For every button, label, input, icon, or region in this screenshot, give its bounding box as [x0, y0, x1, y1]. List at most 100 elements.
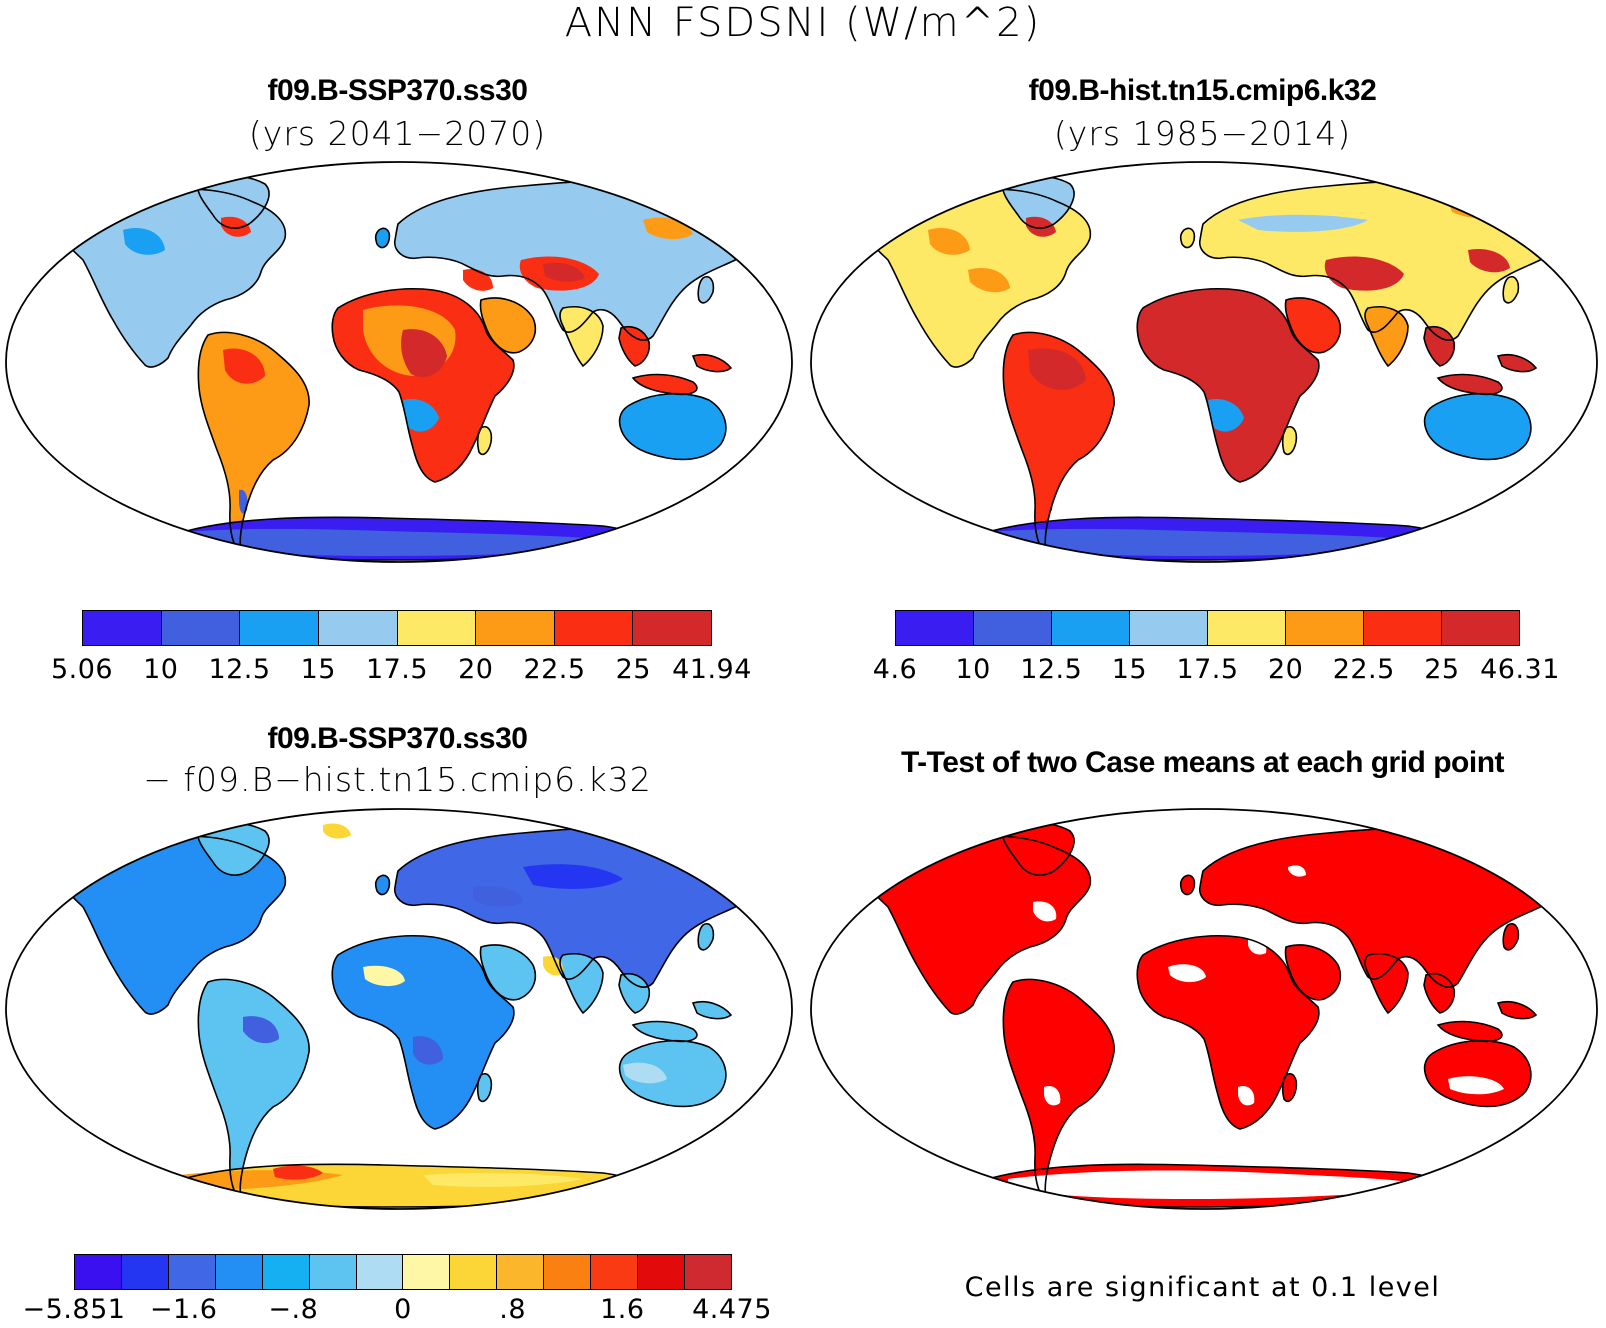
- colorbar-swatch: [397, 611, 477, 645]
- field-patch: [1044, 489, 1053, 514]
- field-patch: [1044, 1085, 1061, 1106]
- field-patch: [473, 885, 523, 907]
- colorbar-tick-label: 17.5: [365, 654, 429, 685]
- colorbar-tick-label: 22.5: [1332, 654, 1395, 685]
- coastline-uk: [1179, 874, 1196, 896]
- landmass-madagascar: [477, 426, 492, 455]
- panel4-title: T-Test of two Case means at each grid po…: [900, 746, 1505, 779]
- landmass-arabia: [1285, 298, 1341, 353]
- field-patch: [363, 965, 405, 987]
- colorbar-tick-label: 25: [615, 654, 651, 685]
- panel3-colorbar-ticks: −5.851 −1.6 −.8 0 .8 1.6 4.475: [23, 1294, 772, 1328]
- field-patch: [1208, 398, 1244, 432]
- field-patch: [1168, 964, 1206, 983]
- panel3-map: [5, 808, 793, 1210]
- landmass-greenland: [1002, 176, 1075, 229]
- colorbar-tick-label: 5.06: [50, 654, 114, 685]
- panel2-map: [810, 161, 1598, 563]
- landmass-greenland: [197, 823, 270, 876]
- field-patch: [543, 955, 564, 976]
- landmass-arabia: [480, 945, 536, 1000]
- landmass-namerica: [63, 836, 286, 1015]
- coastline-seasia: [1423, 973, 1538, 1043]
- landmass-uk: [1180, 875, 1195, 895]
- landmass-japan: [698, 276, 714, 303]
- colorbar-tick-label: 41.94: [672, 654, 752, 685]
- colorbar-tick-label: 10: [955, 654, 991, 685]
- colorbar-tick-label: 12.5: [1020, 654, 1083, 685]
- colorbar-tick-label: 25: [1424, 654, 1460, 685]
- colorbar-swatch: [1052, 611, 1130, 645]
- landmass-africa: [1137, 935, 1319, 1129]
- landmass-india: [1365, 306, 1408, 366]
- map-border: [810, 808, 1598, 1210]
- landmass-australia: [1424, 1040, 1531, 1107]
- colorbar-swatch: [591, 1255, 639, 1289]
- panel2-title: f09.B-hist.tn15.cmip6.k32: [1028, 74, 1377, 107]
- panel1-title: f09.B-SSP370.ss30: [267, 74, 528, 107]
- panel3-colorbar: [74, 1254, 732, 1290]
- landmass-india: [1365, 953, 1408, 1013]
- field-patch: [273, 1165, 323, 1180]
- field-patch: [243, 1016, 279, 1044]
- field-patch: [1026, 216, 1056, 237]
- coastline-india: [559, 953, 604, 1015]
- coastline-namerica: [62, 188, 287, 368]
- landmass-samerica: [1003, 332, 1115, 552]
- coastline-arabia: [479, 944, 537, 1001]
- landmass-japan: [698, 923, 714, 950]
- landmass-samerica: [198, 332, 310, 552]
- coastline-japan: [697, 276, 715, 304]
- colorbar-swatch: [403, 1255, 451, 1289]
- colorbar-swatch: [554, 611, 634, 645]
- landmass-seasia: [1424, 326, 1536, 395]
- colorbar-tick-label: −1.6: [149, 1294, 218, 1325]
- colorbar-tick-label: 0: [394, 1294, 412, 1325]
- field-patch: [623, 1062, 667, 1084]
- field-patch: [543, 262, 585, 282]
- landmass-australia: [619, 393, 726, 460]
- colorbar-tick-label: −.8: [268, 1294, 319, 1325]
- field-patch: [1238, 214, 1368, 232]
- coastline-namerica: [867, 188, 1092, 368]
- coastline-uk: [374, 874, 391, 896]
- landmass-seasia: [619, 973, 731, 1042]
- coastline-arabia: [1284, 297, 1342, 354]
- landmass-australia: [619, 1040, 726, 1107]
- field-patch: [1033, 901, 1057, 922]
- coastline-japan: [1502, 276, 1520, 304]
- field-patch: [928, 228, 970, 255]
- coastline-australia: [618, 392, 727, 461]
- field-patch: [1028, 348, 1086, 390]
- coastline-seasia: [618, 973, 733, 1043]
- landmass-uk: [375, 875, 390, 895]
- panel2-subtitle: (yrs 1985−2014): [1053, 114, 1352, 153]
- coastline-madagascar: [1281, 1073, 1298, 1103]
- panel4-significance-note: Cells are significant at 0.1 level: [964, 1272, 1441, 1303]
- colorbar-swatch: [83, 611, 162, 645]
- panel1-colorbar-ticks: 5.06 10 12.5 15 17.5 20 22.5 25 41.94: [51, 654, 751, 688]
- coastline-africa: [1136, 288, 1320, 483]
- field-patch: [523, 864, 623, 889]
- colorbar-swatch: [1130, 611, 1208, 645]
- colorbar-tick-label: 1.6: [600, 1294, 645, 1325]
- colorbar-swatch: [896, 611, 974, 645]
- landmass-eurasia: [394, 827, 768, 988]
- coastline-india: [1364, 953, 1409, 1015]
- field-patch: [1008, 1170, 1438, 1199]
- field-patch: [968, 268, 1010, 293]
- landmass-australia: [1424, 393, 1531, 460]
- field-patch: [1468, 248, 1510, 273]
- field-patch: [1238, 1085, 1255, 1106]
- coastline-india: [1364, 306, 1409, 368]
- map-border: [5, 161, 793, 563]
- panel1-subtitle: (yrs 2041−2070): [248, 114, 547, 153]
- coastline-madagascar: [1281, 426, 1298, 456]
- coastline-uk: [374, 227, 391, 249]
- field-patch: [984, 528, 1438, 556]
- landmass-seasia: [1424, 973, 1536, 1042]
- map-border: [5, 808, 793, 1210]
- field-patch: [1324, 256, 1404, 291]
- coastline-madagascar: [476, 426, 493, 456]
- colorbar-swatch: [240, 611, 319, 645]
